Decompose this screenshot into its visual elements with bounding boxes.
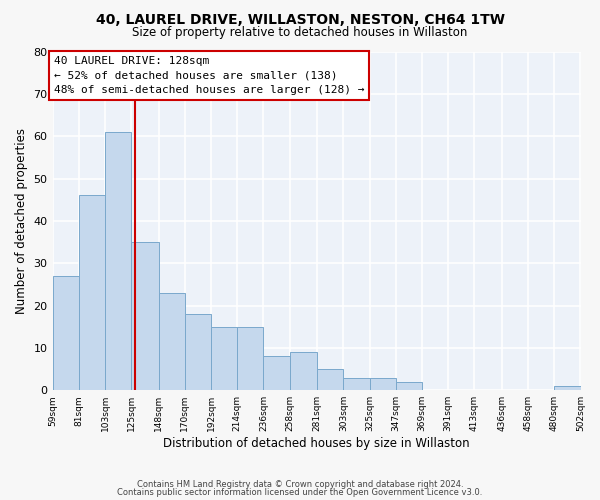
Bar bbox=[343, 378, 370, 390]
Text: 40 LAUREL DRIVE: 128sqm
← 52% of detached houses are smaller (138)
48% of semi-d: 40 LAUREL DRIVE: 128sqm ← 52% of detache… bbox=[54, 56, 364, 96]
Bar bbox=[185, 314, 211, 390]
Bar bbox=[317, 369, 343, 390]
Bar bbox=[370, 378, 396, 390]
Bar bbox=[554, 386, 581, 390]
Bar bbox=[211, 326, 237, 390]
Text: 40, LAUREL DRIVE, WILLASTON, NESTON, CH64 1TW: 40, LAUREL DRIVE, WILLASTON, NESTON, CH6… bbox=[95, 12, 505, 26]
Bar bbox=[131, 242, 158, 390]
Bar bbox=[263, 356, 290, 390]
Bar bbox=[396, 382, 422, 390]
Text: Size of property relative to detached houses in Willaston: Size of property relative to detached ho… bbox=[133, 26, 467, 39]
Y-axis label: Number of detached properties: Number of detached properties bbox=[15, 128, 28, 314]
Bar bbox=[290, 352, 317, 390]
Bar bbox=[105, 132, 131, 390]
Text: Contains public sector information licensed under the Open Government Licence v3: Contains public sector information licen… bbox=[118, 488, 482, 497]
Bar bbox=[158, 293, 185, 390]
Bar bbox=[53, 276, 79, 390]
Bar bbox=[79, 196, 105, 390]
Bar bbox=[237, 326, 263, 390]
Text: Contains HM Land Registry data © Crown copyright and database right 2024.: Contains HM Land Registry data © Crown c… bbox=[137, 480, 463, 489]
X-axis label: Distribution of detached houses by size in Willaston: Distribution of detached houses by size … bbox=[163, 437, 470, 450]
